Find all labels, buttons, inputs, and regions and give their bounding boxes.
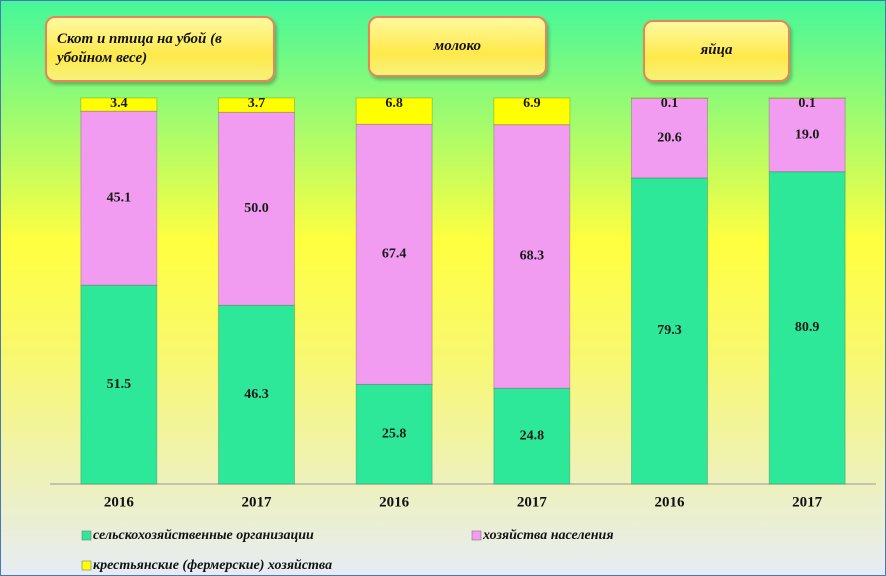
data-label: 51.5 (107, 377, 132, 392)
data-label: 20.6 (657, 130, 682, 145)
data-label: 3.4 (110, 96, 128, 111)
bar-segment (631, 177, 708, 485)
data-label: 67.4 (382, 247, 407, 262)
bar-segment (355, 383, 433, 485)
bar-segment (218, 304, 295, 485)
data-label: 3.7 (248, 96, 266, 111)
data-label: 6.8 (385, 96, 403, 111)
x-tick-label: 2016 (104, 494, 135, 510)
data-label: 79.3 (657, 323, 682, 338)
legend-swatch (471, 530, 482, 541)
data-label: 25.8 (382, 426, 407, 441)
legend-label: сельскохозяйственные организации (93, 528, 314, 543)
data-label: 45.1 (107, 190, 132, 205)
legend-label: крестьянские (фермерские) хозяйства (93, 558, 332, 573)
data-label: 19.0 (795, 127, 820, 142)
data-label: 46.3 (244, 387, 269, 402)
data-label: 24.8 (520, 428, 545, 443)
bar-segment (631, 97, 708, 179)
bar-segment (218, 97, 295, 113)
x-tick-label: 2016 (655, 494, 686, 510)
x-tick-label: 2017 (792, 494, 823, 510)
group-label: яйца (643, 20, 790, 82)
data-label: 68.3 (520, 249, 545, 264)
bar-segment (493, 97, 571, 126)
data-label: 80.9 (795, 320, 820, 335)
bar-segment (355, 123, 433, 385)
bar-segment (355, 97, 433, 125)
x-tick-label: 2016 (379, 494, 410, 510)
bar-segment (493, 387, 571, 485)
legend-swatch (81, 560, 92, 571)
bar-segment (80, 284, 158, 485)
bar-segment (218, 111, 295, 306)
data-label: 0.1 (798, 96, 816, 111)
data-label: 0.1 (661, 96, 679, 111)
x-tick-label: 2017 (242, 494, 273, 510)
data-label: 50.0 (244, 201, 269, 216)
legend-label: хозяйства населения (482, 528, 614, 543)
legend-swatch (81, 530, 92, 541)
data-label: 6.9 (523, 96, 541, 111)
x-tick-label: 2017 (517, 494, 548, 510)
bar-segment (768, 171, 846, 485)
group-label: молоко (368, 16, 547, 77)
bar-segment (80, 97, 158, 112)
bar-segment (493, 124, 571, 389)
group-label: Скот и птица на убой (в убойном весе) (45, 16, 275, 82)
bar-segment (768, 97, 846, 173)
